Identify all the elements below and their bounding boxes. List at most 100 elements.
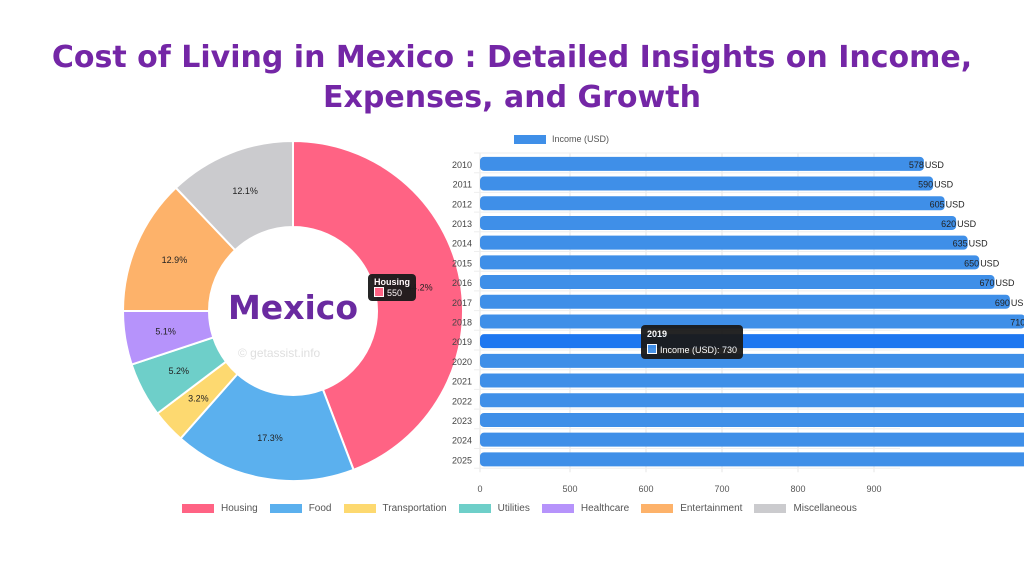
legend-swatch [541,504,574,513]
bar-value-label: 578 [909,160,924,170]
bar-tooltip-title: 2019 [647,329,668,339]
bar[interactable] [480,452,1024,467]
bar-tooltip: 2019 Income (USD): 730 [641,325,744,359]
pie-tooltip-value: 550 [387,288,403,298]
bar-legend-swatch [514,134,546,144]
bar[interactable] [480,255,980,270]
bar[interactable] [480,275,995,290]
y-tick-label: 2018 [452,317,472,327]
y-tick-label: 2016 [452,278,472,288]
bar[interactable] [480,334,1024,349]
title-line-2: Expenses, and Growth [323,80,701,115]
y-tick-label: 2015 [452,258,472,268]
bar-value-suffix: USD [996,278,1016,288]
legend-swatch [182,504,214,513]
title-line-1: Cost of Living in Mexico : Detailed Insi… [51,40,973,75]
y-tick-label: 2010 [452,160,472,170]
x-tick-label: 0 [477,484,482,494]
bar-tooltip-swatch [647,344,657,354]
bar-value-suffix: USD [925,160,945,170]
bar-value-label: 670 [980,278,995,288]
bar[interactable] [480,235,968,250]
y-tick-label: 2022 [452,396,472,406]
bar-value-label: 605 [930,199,945,209]
bar-legend[interactable]: Income (USD) [514,134,609,144]
legend-label: Housing [221,503,258,514]
bar-value-label: 635 [953,239,968,249]
legend-item-healthcare[interactable]: Healthcare [541,503,629,514]
pie-slice-housing[interactable] [292,139,464,472]
x-tick-label: 800 [790,484,805,494]
legend-label: Food [308,503,332,514]
bar-value-suffix: USD [980,258,1000,268]
bar[interactable] [480,314,1024,329]
y-tick-label: 2011 [453,180,472,190]
pie-value-label: 5.1% [155,327,176,337]
bar-value-suffix: USD [969,239,989,249]
legend-item-miscellaneous[interactable]: Miscellaneous [754,503,857,514]
y-tick-label: 2012 [452,199,472,209]
y-tick-label: 2020 [452,357,472,367]
y-tick-label: 2019 [452,337,472,347]
legend-swatch [641,504,674,513]
legend-item-housing[interactable]: Housing [182,503,258,514]
legend-label: Transportation [382,503,447,514]
bar-value-label: 650 [964,258,979,268]
legend-swatch [754,504,787,513]
bar-value-suffix: USD [946,199,966,209]
y-tick-label: 2014 [452,239,472,249]
bar-value-label: 590 [918,180,933,190]
bar[interactable] [480,215,957,230]
bar[interactable] [480,432,1024,447]
legend-swatch [458,504,491,513]
legend-item-utilities[interactable]: Utilities [458,503,530,514]
legend-label: Entertainment [680,503,743,514]
pie-tooltip: Housing 550 [368,274,416,301]
legend-label: Utilities [497,503,530,514]
y-tick-label: 2024 [452,436,472,446]
bar-value-label: 690 [995,298,1010,308]
pie-slice-miscellaneous[interactable] [174,139,294,252]
pie-slice-food[interactable] [179,372,355,482]
bar-tooltip-text: Income (USD): 730 [660,345,738,355]
bar[interactable] [480,393,1024,408]
x-tick-label: 600 [638,484,653,494]
bar-value-label: 620 [941,219,956,229]
donut-center-label: Mexico [227,288,359,327]
watermark: © getassist.info [238,346,321,360]
pie-value-label: 17.3% [257,433,283,443]
bar[interactable] [480,196,945,211]
y-tick-label: 2023 [452,416,472,426]
legend-label: Miscellaneous [793,503,857,514]
x-tick-label: 500 [562,484,577,494]
bar[interactable] [480,176,934,191]
legend-swatch [343,504,376,513]
y-tick-label: 2013 [452,219,472,229]
pie-legend: Housing Food Transportation Utilities Health… [182,503,869,514]
pie-value-label: 44.2% [407,283,433,293]
bar[interactable] [480,294,1010,309]
legend-item-entertainment[interactable]: Entertainment [641,503,742,514]
bar[interactable] [480,373,1024,388]
bar-value-label: 710 [1010,317,1024,327]
bar[interactable] [480,156,924,171]
bar-value-suffix: USD [934,180,954,190]
x-tick-label: 900 [866,484,881,494]
bar[interactable] [480,353,1024,368]
bar-legend-label: Income (USD) [552,134,610,144]
page-title: Cost of Living in Mexico : Detailed Insi… [0,38,1024,118]
y-tick-label: 2025 [452,455,472,465]
bar-value-suffix: USD [1011,298,1024,308]
pie-value-label: 3.2% [188,394,209,404]
x-tick-label: 700 [714,484,729,494]
legend-swatch [269,504,302,513]
y-tick-label: 2021 [452,377,472,387]
legend-item-food[interactable]: Food [269,503,332,514]
pie-tooltip-swatch [374,287,384,297]
legend-item-transportation[interactable]: Transportation [343,503,447,514]
pie-value-label: 12.1% [232,186,258,196]
pie-tooltip-title: Housing [374,277,410,287]
bar[interactable] [480,412,1024,427]
y-tick-label: 2017 [452,298,472,308]
